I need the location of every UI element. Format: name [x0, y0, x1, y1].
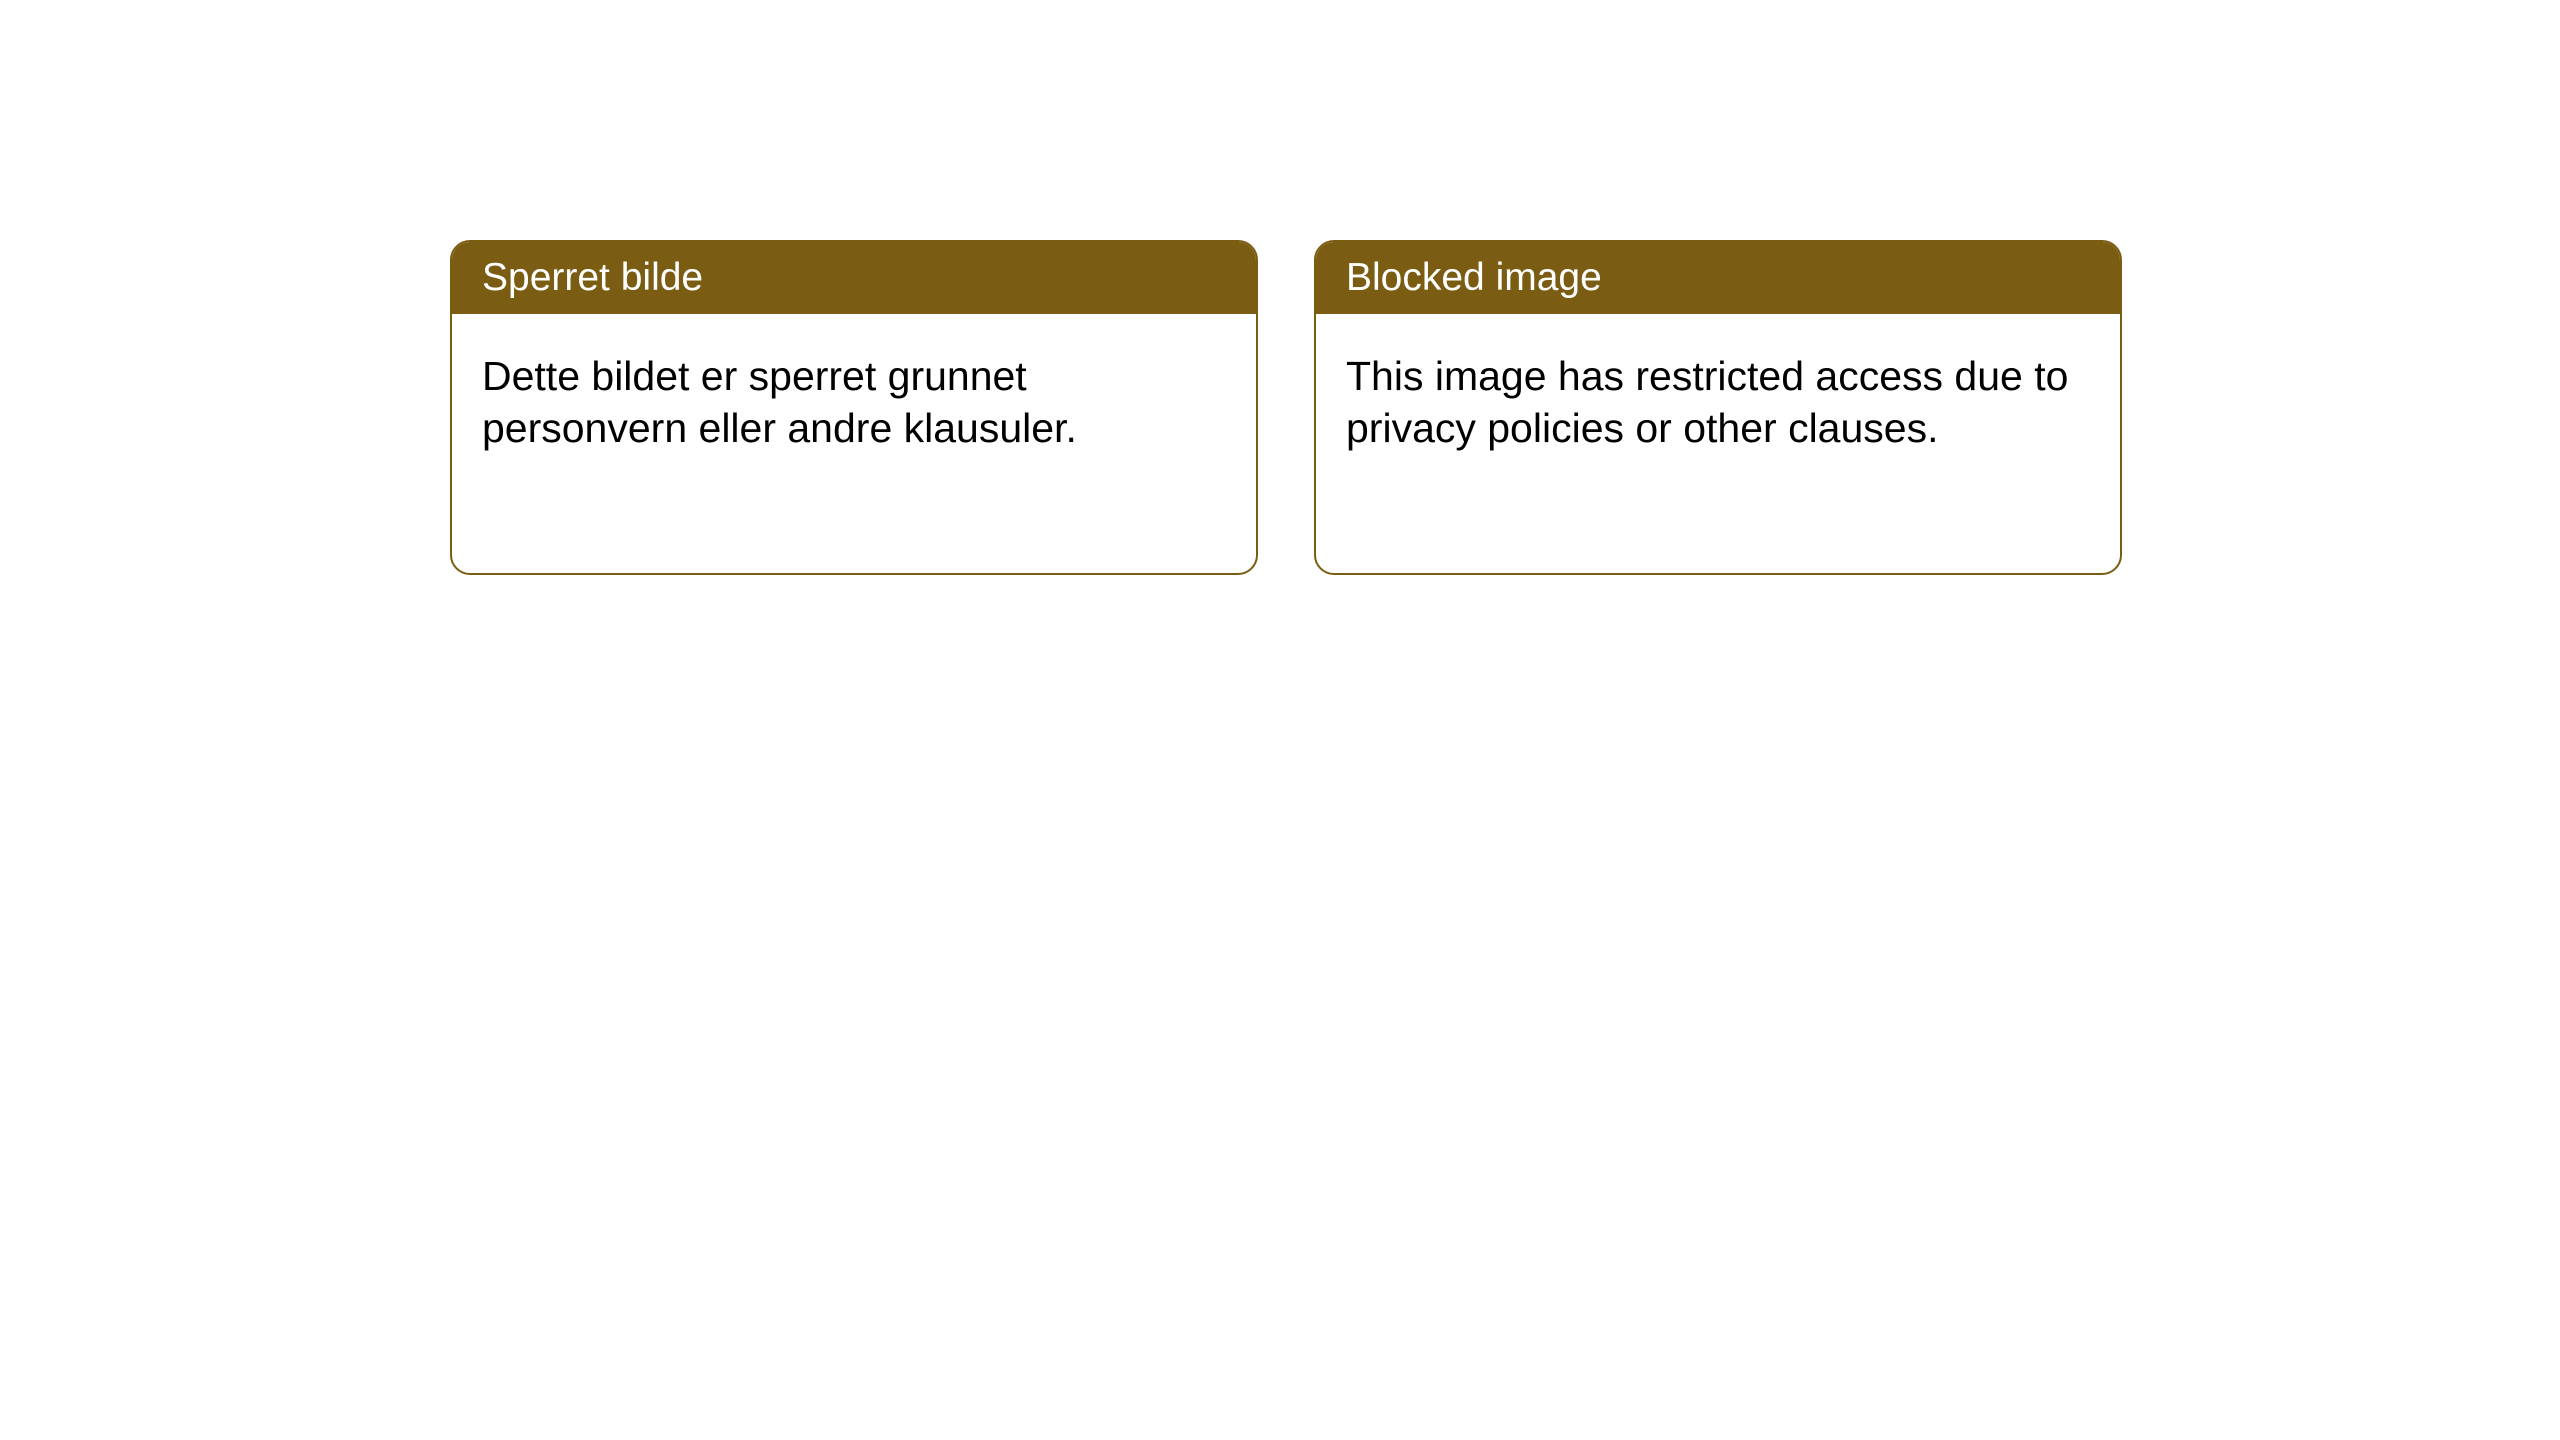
card-body: Dette bildet er sperret grunnet personve… — [452, 314, 1256, 491]
notice-cards-container: Sperret bilde Dette bildet er sperret gr… — [450, 240, 2122, 575]
card-body: This image has restricted access due to … — [1316, 314, 2120, 491]
notice-card-english: Blocked image This image has restricted … — [1314, 240, 2122, 575]
card-header: Sperret bilde — [452, 242, 1256, 314]
card-header: Blocked image — [1316, 242, 2120, 314]
card-header-text: Blocked image — [1346, 256, 1602, 299]
card-header-text: Sperret bilde — [482, 256, 703, 299]
card-body-text: This image has restricted access due to … — [1346, 353, 2068, 451]
card-body-text: Dette bildet er sperret grunnet personve… — [482, 353, 1077, 451]
notice-card-norwegian: Sperret bilde Dette bildet er sperret gr… — [450, 240, 1258, 575]
